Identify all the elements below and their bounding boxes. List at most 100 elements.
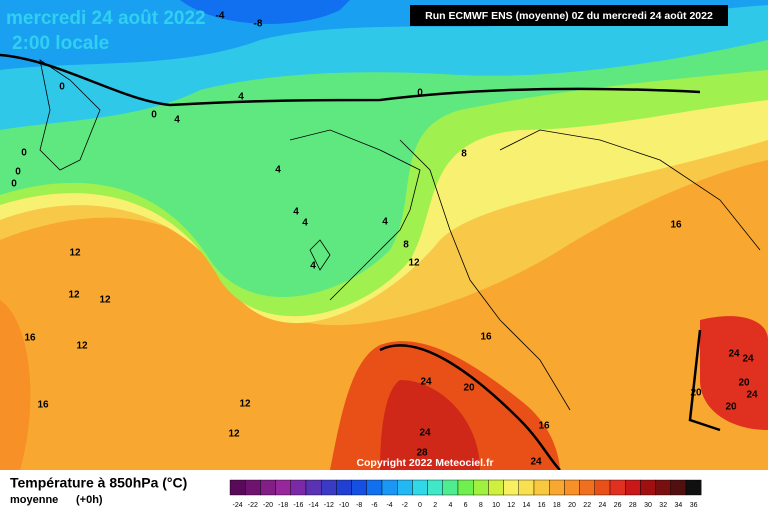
contour-label: 28 [416, 448, 428, 459]
scale-tick-label: -4 [386, 502, 392, 509]
scale-tick-label: -10 [339, 502, 349, 509]
scale-tick-label: -24 [233, 502, 243, 509]
contour-label: 20 [690, 388, 702, 399]
scale-swatch [427, 479, 444, 496]
contour-label: 4 [293, 207, 299, 218]
scale-tick-label: -18 [278, 502, 288, 509]
scale-swatch [473, 479, 489, 496]
scale-tick-label: 24 [599, 502, 607, 509]
contour-label: 24 [420, 377, 432, 388]
scale-swatch [655, 479, 671, 496]
scale-swatch [640, 479, 656, 496]
run-box [410, 5, 728, 26]
contour-label: 8 [403, 240, 409, 251]
scale-tick-label: 34 [675, 502, 683, 509]
contour-label: 0 [15, 167, 21, 178]
contour-label: 4 [275, 165, 281, 176]
scale-swatch [305, 479, 322, 496]
scale-swatch [594, 479, 611, 496]
scale-tick-label: 8 [479, 502, 483, 509]
scale-tick-label: 26 [614, 502, 622, 509]
scale-tick-label: -16 [293, 502, 303, 509]
scale-tick-label: -12 [324, 502, 334, 509]
scale-tick-label: 6 [464, 502, 468, 509]
contour-label: 12 [68, 290, 80, 301]
scale-swatch [488, 479, 504, 496]
contour-label: 0 [21, 148, 27, 159]
scale-swatch [609, 479, 626, 496]
isotherms [0, 53, 721, 471]
contour-label: 16 [37, 400, 49, 411]
scale-swatch [336, 479, 352, 496]
contour-label: 8 [461, 149, 467, 160]
legend-title: Température à 850hPa (°C) [10, 475, 187, 491]
contour-label: 24 [728, 349, 740, 360]
scale-swatch [275, 479, 292, 496]
contour-label: 4 [382, 217, 388, 228]
contour-label: 12 [99, 295, 111, 306]
coastlines [39, 59, 761, 411]
scale-tick-label: 10 [492, 502, 500, 509]
scale-tick-label: 0 [418, 502, 422, 509]
contour-label: 20 [725, 402, 737, 413]
contour-label: 4 [302, 218, 308, 229]
scale-swatch [625, 479, 641, 496]
contour-label: 0 [151, 110, 157, 121]
scale-swatch [503, 479, 520, 496]
contour-label: 12 [408, 258, 420, 269]
scale-swatch [381, 479, 398, 496]
contour-label: -4 [216, 11, 225, 22]
date-title: mercredi 24 août 2022 [6, 8, 206, 29]
scale-tick-label: -22 [248, 502, 258, 509]
contour-label: 12 [76, 341, 88, 352]
contour-label: 20 [463, 383, 475, 394]
scale-swatch [290, 479, 307, 496]
scale-swatch [579, 479, 595, 496]
contour-label: 16 [538, 421, 550, 432]
contour-label: 24 [419, 428, 431, 439]
contour-label: 0 [59, 82, 65, 93]
contour-label: 16 [670, 220, 682, 231]
scale-swatch [549, 479, 565, 496]
contour-label: 20 [738, 378, 750, 389]
scale-tick-label: 36 [690, 502, 698, 509]
copyright: Copyright 2022 Meteociel.fr [356, 457, 493, 469]
contour-label: 4 [238, 92, 244, 103]
contour-label: 24 [742, 354, 754, 365]
scale-swatch [412, 479, 428, 496]
scale-tick-label: -8 [356, 502, 362, 509]
scale-tick-label: 20 [568, 502, 576, 509]
scale-swatch [670, 479, 687, 496]
scale-swatch [366, 479, 383, 496]
legend-lead: (+0h) [76, 494, 103, 506]
contour-label: 4 [174, 115, 180, 126]
scale-tick-label: 22 [583, 502, 591, 509]
contour-label: 12 [239, 399, 251, 410]
contour-label: 0 [11, 179, 17, 190]
contour-label: 4 [310, 261, 316, 272]
scale-tick-label: 18 [553, 502, 561, 509]
scale-tick-label: 30 [644, 502, 652, 509]
scale-swatch [244, 479, 261, 496]
contour-label: 12 [228, 429, 240, 440]
scale-tick-label: 4 [448, 502, 452, 509]
contour-label: 12 [69, 248, 81, 259]
scale-tick-label: -2 [402, 502, 408, 509]
scale-tick-label: 16 [538, 502, 546, 509]
contour-label: 16 [480, 332, 492, 343]
scale-tick-label: -14 [309, 502, 319, 509]
scale-tick-label: 12 [507, 502, 515, 509]
scale-tick-label: -20 [263, 502, 273, 509]
legend-subtitle: moyenne [10, 494, 58, 506]
scale-swatch [442, 479, 459, 496]
temperature-field [0, 0, 768, 470]
scale-swatch [397, 479, 413, 496]
contour-label: 24 [530, 457, 542, 468]
scale-tick-label: 2 [433, 502, 437, 509]
scale-swatch [260, 479, 276, 496]
scale-swatch [533, 479, 550, 496]
time-title: 2:00 locale [12, 33, 109, 54]
